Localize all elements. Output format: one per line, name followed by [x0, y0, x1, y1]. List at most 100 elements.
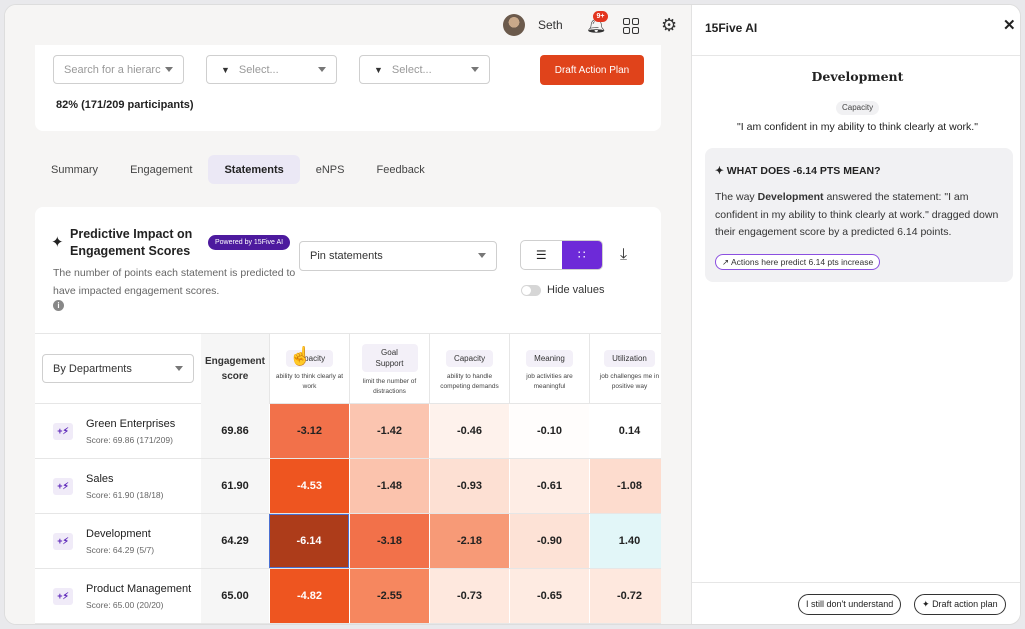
heatmap-cell[interactable]: -0.10 [509, 404, 589, 458]
heatmap-cell[interactable]: -1.42 [349, 404, 429, 458]
pin-statements-select[interactable]: Pin statements [299, 241, 497, 271]
table-row[interactable]: +⚡︎ Product Management Score: 65.00 (20/20… [35, 569, 661, 624]
department-score: Score: 61.90 (18/18) [86, 490, 164, 500]
filter-select-1-placeholder: Select... [238, 63, 279, 76]
department-score: Score: 69.86 (171/209) [86, 435, 173, 445]
hand-cursor-icon: ☝ [289, 346, 312, 366]
tab-enps[interactable]: eNPS [315, 163, 345, 176]
top-bar: Seth 🔔︎ 9+ ⚙ [5, 5, 691, 49]
hide-values-label: Hide values [547, 284, 605, 296]
column-tag: Capacity [285, 350, 334, 367]
table-row[interactable]: +⚡︎ Green Enterprises Score: 69.86 (171/20… [35, 404, 661, 459]
bolt-icon[interactable]: +⚡︎ [53, 533, 73, 550]
gear-icon[interactable]: ⚙ [661, 15, 678, 35]
impact-description: The number of points each statement is p… [53, 267, 296, 297]
bolt-icon[interactable]: +⚡︎ [53, 588, 73, 605]
explanation-department: Development [757, 191, 824, 203]
list-view-icon[interactable]: ☰ [535, 248, 547, 262]
download-icon[interactable]: ⤓ [620, 246, 628, 263]
participation-rate: 82% (171/209 participants) [56, 99, 194, 111]
column-subtitle: ability to think clearly at work [275, 373, 344, 390]
heatmap-cell[interactable]: 1.40 [589, 514, 661, 568]
table-row[interactable]: +⚡︎ Sales Score: 61.90 (18/18) 61.90 -4.53 -1… [35, 459, 661, 514]
avatar[interactable] [503, 14, 525, 36]
hierarchy-placeholder: Search for a hierarc [64, 63, 161, 76]
hide-values-toggle[interactable] [521, 285, 541, 296]
explanation-heading: ✦ WHAT DOES -6.14 PTS MEAN? [715, 165, 881, 177]
heatmap-cell[interactable]: -1.48 [349, 459, 429, 513]
heatmap-cell[interactable]: -0.73 [429, 569, 509, 623]
department-name: Product Management [86, 583, 192, 595]
column-header[interactable]: Goal Support limit the number of distrac… [349, 334, 429, 404]
heatmap-cell[interactable]: -0.46 [429, 404, 509, 458]
filter-card: Search for a hierarc ▼ Select... ▼ Selec… [35, 45, 661, 131]
explanation-box: ✦ WHAT DOES -6.14 PTS MEAN? The way Deve… [705, 148, 1013, 282]
column-subtitle: ability to handle competing demands [440, 373, 499, 390]
column-header[interactable]: Capacity ability to think clearly at wor… [269, 334, 349, 404]
app-window: Seth 🔔︎ 9+ ⚙ Search for a hierarc ▼ Sele… [4, 4, 1021, 625]
pin-statements-label: Pin statements [310, 250, 383, 262]
info-icon[interactable]: i [53, 300, 64, 311]
column-subtitle: job challenges me in positive way [599, 373, 660, 390]
heatmap-cell[interactable]: -6.14 [269, 514, 349, 568]
powered-by-badge: Powered by 15Five AI [208, 235, 291, 250]
heatmap-cell[interactable]: -3.12 [269, 404, 349, 458]
tab-feedback[interactable]: Feedback [376, 163, 425, 176]
draft-action-plan-button[interactable]: Draft Action Plan [540, 55, 644, 85]
predict-increase-pill[interactable]: ↗ Actions here predict 6.14 pts increase [715, 254, 881, 270]
predictive-impact-card: ✦ Predictive Impact on Engagement Scores… [35, 207, 661, 624]
department-score: Score: 65.00 (20/20) [86, 600, 164, 610]
tab-statements[interactable]: Statements [208, 155, 300, 184]
table-row[interactable]: +⚡︎ Development Score: 64.29 (5/7) 64.29 -6.… [35, 514, 661, 569]
sparkle-icon: ✦ [922, 599, 930, 609]
heatmap-cell[interactable]: -3.18 [349, 514, 429, 568]
column-header[interactable]: Utilization job challenges me in positiv… [589, 334, 661, 404]
heatmap-cell[interactable]: -0.93 [429, 459, 509, 513]
heatmap-cell[interactable]: -2.55 [349, 569, 429, 623]
heatmap-cell[interactable]: -4.82 [269, 569, 349, 623]
divider [692, 55, 1020, 56]
heatmap-cell[interactable]: -0.72 [589, 569, 661, 623]
table-header: By Departments Engagement score Capacity… [35, 333, 661, 404]
draft-action-plan-label: Draft action plan [932, 599, 998, 609]
heatmap-cell[interactable]: -0.65 [509, 569, 589, 623]
engagement-score-header: Engagement score [201, 334, 269, 404]
ai-side-panel: 15Five AI ✕ Development Capacity "I am c… [691, 5, 1020, 624]
tab-engagement[interactable]: Engagement [130, 163, 193, 176]
view-toggle: ☰ ∷ [520, 240, 603, 270]
heatmap-cell[interactable]: -1.08 [589, 459, 661, 513]
column-subtitle: limit the number of distractions [362, 378, 417, 395]
chevron-down-icon [175, 366, 183, 371]
close-icon[interactable]: ✕ [1003, 17, 1016, 34]
filter-select-2[interactable]: ▼ Select... [359, 55, 490, 84]
group-by-select[interactable]: By Departments [42, 354, 194, 383]
department-name: Green Enterprises [86, 418, 176, 430]
chevron-down-icon [165, 67, 173, 72]
bolt-icon[interactable]: +⚡︎ [53, 423, 73, 440]
heatmap-view-icon[interactable]: ∷ [561, 241, 602, 269]
filter-icon: ▼ [374, 64, 383, 75]
user-name[interactable]: Seth [538, 18, 563, 32]
column-header[interactable]: Capacity ability to handle competing dem… [429, 334, 509, 404]
column-tag: Capacity [445, 350, 494, 367]
divider [692, 582, 1020, 583]
explanation-post: answered the statement: "I am confident … [715, 191, 999, 238]
chevron-down-icon [471, 67, 479, 72]
apps-grid-icon[interactable] [623, 18, 639, 34]
sparkle-icon: ✦ [51, 234, 64, 251]
engagement-score-cell: 61.90 [201, 459, 269, 513]
still-dont-understand-button[interactable]: I still don't understand [798, 594, 902, 615]
draft-action-plan-pill-button[interactable]: ✦ Draft action plan [914, 594, 1006, 615]
heatmap-cell[interactable]: -0.61 [509, 459, 589, 513]
column-header[interactable]: Meaning job activities are meaningful [509, 334, 589, 404]
bolt-icon[interactable]: +⚡︎ [53, 478, 73, 495]
heatmap-cell[interactable]: 0.14 [589, 404, 661, 458]
heatmap-cell[interactable]: -4.53 [269, 459, 349, 513]
heatmap-cell[interactable]: -0.90 [509, 514, 589, 568]
heatmap-cell[interactable]: -2.18 [429, 514, 509, 568]
explanation-pre: The way [715, 191, 758, 203]
hierarchy-search-input[interactable]: Search for a hierarc [53, 55, 184, 84]
filter-select-1[interactable]: ▼ Select... [206, 55, 337, 84]
side-statement-quote: "I am confident in my ability to think c… [737, 121, 978, 133]
tab-summary[interactable]: Summary [51, 163, 99, 176]
